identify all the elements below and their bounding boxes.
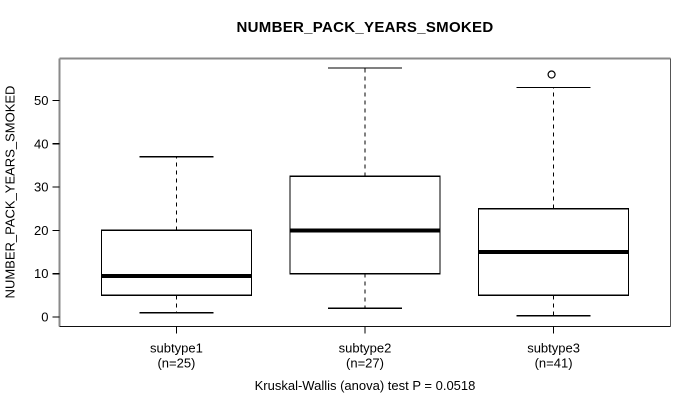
iqr-box	[100, 229, 253, 296]
x-category-label: subtype1	[150, 341, 203, 356]
y-tick-label: 50	[34, 93, 48, 108]
y-tick-label: 20	[34, 223, 48, 238]
chart-title: NUMBER_PACK_YEARS_SMOKED	[236, 19, 494, 36]
x-category-label: subtype2	[339, 341, 392, 356]
x-category-n-label: (n=25)	[157, 356, 195, 371]
y-tick-label: 10	[34, 266, 48, 281]
stat-test-caption: Kruskal-Wallis (anova) test P = 0.0518	[254, 378, 476, 393]
x-category-n-label: (n=41)	[535, 356, 573, 371]
iqr-box	[289, 175, 441, 275]
x-category-label: subtype3	[527, 341, 580, 356]
outlier-point	[547, 70, 556, 79]
y-tick-label: 30	[34, 180, 48, 195]
y-tick-label: 40	[34, 136, 48, 151]
x-category-n-label: (n=27)	[346, 356, 384, 371]
y-tick-label: 0	[41, 309, 48, 324]
